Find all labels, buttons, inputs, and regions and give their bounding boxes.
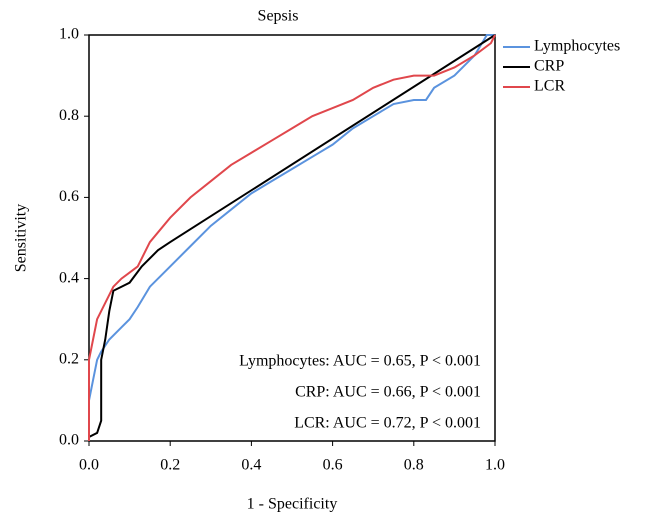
annotation: CRP: AUC = 0.66, P < 0.001 (295, 384, 481, 401)
legend-label: CRP (534, 58, 564, 75)
roc-line (88, 34, 495, 441)
chart-title: Sepsis (258, 8, 299, 25)
x-tick-label: 0.8 (404, 457, 424, 474)
annotation: LCR: AUC = 0.72, P < 0.001 (294, 415, 481, 432)
y-axis-label: Sensitivity (13, 204, 30, 272)
y-tick-label: 0.8 (59, 107, 79, 124)
x-tick-label: 0.6 (323, 457, 343, 474)
annotation: Lymphocytes: AUC = 0.65, P < 0.001 (239, 353, 481, 370)
y-tick-label: 0.0 (59, 432, 79, 449)
y-tick-label: 1.0 (59, 26, 79, 43)
roc-line (88, 34, 496, 441)
y-tick-label: 0.4 (59, 269, 79, 286)
x-tick-label: 0.0 (79, 457, 99, 474)
x-tick-label: 0.4 (241, 457, 261, 474)
roc-line (88, 34, 496, 441)
y-tick-label: 0.6 (59, 188, 79, 205)
x-tick-label: 1.0 (485, 457, 505, 474)
y-tick-label: 0.2 (59, 350, 79, 367)
legend-label: Lymphocytes (534, 38, 620, 55)
x-tick-label: 0.2 (160, 457, 180, 474)
legend-label: LCR (534, 78, 565, 95)
x-axis-label: 1 - Specificity (247, 496, 338, 513)
plot-frame (88, 34, 496, 442)
